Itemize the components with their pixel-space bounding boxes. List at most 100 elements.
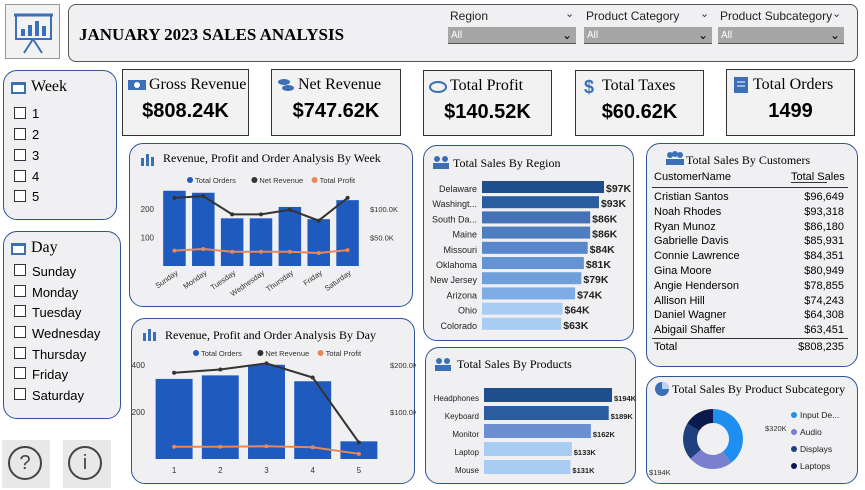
x-tick-label: Saturday	[323, 268, 353, 293]
day-checkbox-monday[interactable]	[14, 285, 26, 297]
table-row[interactable]: Connie Lawrence $84,351	[652, 250, 848, 265]
bar-chart-icon	[143, 329, 156, 341]
week-checkbox-4[interactable]	[14, 170, 26, 182]
line-point	[264, 361, 269, 366]
bar	[484, 442, 572, 456]
data-label: $133K	[574, 448, 597, 457]
line-point	[259, 249, 263, 254]
legend-marker	[791, 412, 797, 418]
donut-slice	[683, 423, 701, 459]
legend-label: Displays	[800, 444, 832, 454]
help-button[interactable]: ?	[8, 446, 42, 480]
table-row[interactable]: Daniel Wagner $64,308	[652, 309, 848, 324]
y-category-label: Monitor	[452, 430, 479, 439]
legend-marker	[193, 350, 199, 356]
table-row[interactable]: Noah Rhodes $93,318	[652, 206, 848, 221]
kpi-label: Total Profit	[450, 77, 524, 94]
day-checkbox-sunday[interactable]	[14, 264, 26, 276]
line-point	[259, 212, 263, 217]
legend-label: Net Revenue	[265, 349, 309, 358]
week-checkbox-3[interactable]	[14, 149, 26, 161]
week-option-label: 1	[32, 106, 40, 121]
table-row[interactable]: Cristian Santos $96,649	[652, 191, 848, 206]
bar	[482, 226, 591, 239]
chevron-down-icon[interactable]: ⌄	[832, 8, 842, 20]
y-category-label: Mouse	[455, 466, 480, 475]
day-checkbox-saturday[interactable]	[14, 388, 26, 400]
customer-name: Cristian Santos	[654, 191, 729, 203]
day-checkbox-thursday[interactable]	[14, 347, 26, 359]
legend-marker	[317, 350, 324, 356]
calendar-icon	[11, 82, 26, 94]
y-category-label: Keyboard	[445, 412, 479, 421]
column-header-customer[interactable]: CustomerName	[654, 171, 732, 183]
week-checkbox-2[interactable]	[14, 128, 26, 140]
customer-total-sales: $63,451	[804, 324, 844, 337]
y-tick-label-left: 200	[141, 205, 155, 214]
y-category-label: Ohio	[458, 306, 477, 316]
filter-subcategory-dropdown[interactable]: All ⌄	[718, 27, 844, 44]
kpi-gross-revenue: Gross Revenue $808.24K	[122, 69, 249, 136]
piggy-bank-icon	[429, 81, 447, 93]
table-row[interactable]: Abigail Shaffer $63,451	[652, 324, 848, 339]
legend-label: Laptops	[800, 461, 830, 471]
customer-name: Angie Henderson	[654, 279, 740, 292]
day-checkbox-friday[interactable]	[14, 367, 26, 379]
table-row[interactable]: Ryan Munoz $86,180	[652, 221, 848, 236]
x-tick-label: Monday	[181, 268, 208, 291]
line-point	[356, 451, 361, 456]
week-slicer-title: Week	[31, 78, 68, 95]
y-tick-label-left: 400	[132, 361, 146, 370]
customer-name: Gabrielle Davis	[654, 235, 729, 248]
data-label: $74K	[577, 289, 603, 301]
kpi-value: $140.52K	[444, 101, 531, 123]
x-tick-label: Friday	[302, 268, 324, 287]
data-label: $81K	[586, 259, 612, 271]
customer-total-sales: $86,180	[804, 220, 844, 233]
week-chart-panel: Revenue, Profit and Order Analysis By We…	[129, 143, 413, 307]
y-category-label: Colorado	[440, 321, 477, 331]
table-row[interactable]: Gabrielle Davis $85,931	[652, 235, 848, 250]
data-label: $97K	[606, 183, 632, 195]
column-header-total-sales[interactable]: Total Sales	[791, 171, 845, 183]
legend-label: Audio	[800, 427, 822, 437]
logo	[5, 4, 60, 59]
week-option-label: 3	[32, 148, 40, 163]
legend-label: Net Revenue	[259, 176, 303, 185]
chevron-down-icon: ⌄	[697, 28, 708, 42]
line-point	[345, 248, 350, 253]
info-button[interactable]: i	[68, 446, 102, 480]
week-checkbox-1[interactable]	[14, 107, 26, 119]
y-category-label: Arizona	[446, 290, 477, 300]
day-checkbox-tuesday[interactable]	[14, 305, 26, 317]
legend-label: Total Orders	[201, 349, 242, 358]
chevron-down-icon[interactable]: ⌄	[700, 8, 710, 20]
chevron-down-icon[interactable]: ⌄	[565, 8, 575, 20]
bar	[484, 388, 612, 402]
day-option-label: Friday	[32, 367, 69, 382]
bar	[482, 272, 582, 285]
customer-name: Gina Moore	[654, 265, 712, 277]
products-chart: Headphones $194K Keyboard $189K Monitor $162K…	[434, 388, 637, 475]
region-chart-panel: Total Sales By Region Delaware $97K Washin…	[423, 145, 634, 341]
kpi-total-profit: Total Profit $140.52K	[423, 70, 552, 136]
day-checkbox-wednesday[interactable]	[14, 326, 26, 338]
bar-chart-icon	[141, 154, 154, 166]
bar	[482, 196, 599, 209]
kpi-value: $747.62K	[292, 100, 380, 122]
day-slicer-title: Day	[31, 239, 58, 256]
customer-name: Abigail Shaffer	[654, 324, 726, 337]
day-option-label: Sunday	[32, 264, 77, 279]
table-row[interactable]: Angie Henderson $78,855	[652, 280, 848, 295]
filter-category-dropdown[interactable]: All ⌄	[584, 27, 712, 44]
week-checkbox-5[interactable]	[14, 190, 26, 202]
bar	[484, 460, 571, 474]
line-point	[316, 250, 321, 255]
table-row[interactable]: Gina Moore $80,949	[652, 265, 848, 280]
filter-region-dropdown[interactable]: All ⌄	[448, 27, 576, 44]
legend-label: Total Orders	[195, 176, 236, 185]
table-row[interactable]: Allison Hill $74,243	[652, 295, 848, 310]
line-point	[310, 445, 315, 450]
y-category-label: South Da...	[432, 214, 477, 224]
kpi-label: Gross Revenue	[149, 76, 247, 93]
